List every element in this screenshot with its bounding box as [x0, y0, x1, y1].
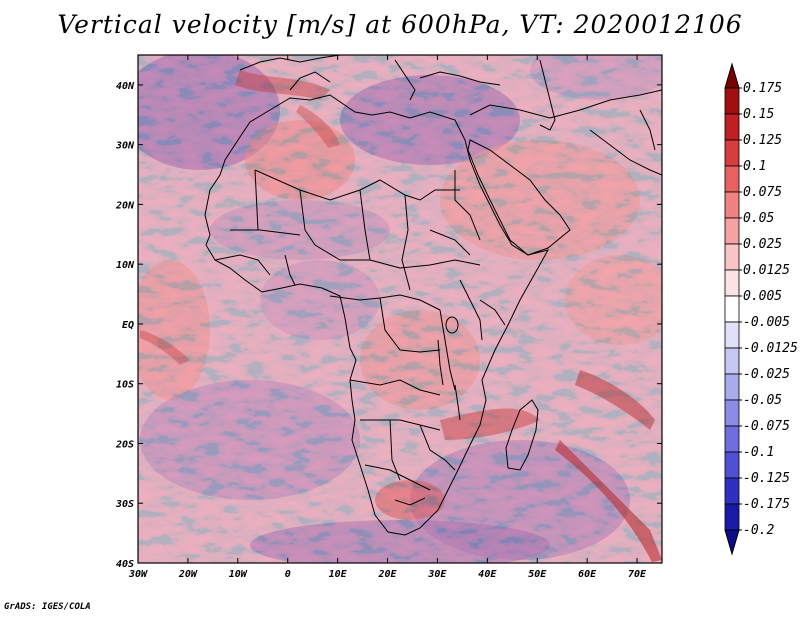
lon-tick-label: 10W [229, 569, 248, 580]
colorbar-segment [724, 269, 740, 297]
colorbar-label: -0.175 [743, 497, 790, 512]
lon-tick-label: 60E [578, 569, 597, 580]
coastlines [204, 55, 662, 536]
lon-tick-label: 20W [178, 569, 198, 580]
lon-tick-label: 30W [128, 569, 148, 580]
lat-tick-label: 40N [116, 81, 135, 92]
colorbar-segment [724, 321, 740, 349]
lat-tick-label: 30N [115, 141, 135, 152]
colorbar-segment [724, 295, 740, 323]
lon-tick-label: 70E [628, 569, 647, 580]
colorbar-segment [724, 243, 740, 271]
colorbar-label: -0.125 [743, 471, 790, 486]
colorbar-label: 0.025 [743, 237, 782, 252]
colorbar-segment [724, 425, 740, 453]
colorbar-label: 0.005 [743, 289, 782, 304]
colorbar-label: 0.075 [743, 185, 782, 200]
colorbar-segment [724, 139, 740, 167]
colorbar-segment [724, 217, 740, 245]
colorbar-segment [724, 165, 740, 193]
lon-tick-label: 0 [285, 569, 291, 580]
lon-tick-label: 40E [478, 569, 497, 580]
colorbar-max-arrow [724, 62, 740, 89]
map-frame [137, 54, 663, 564]
colorbar-segment [724, 477, 740, 505]
lat-tick-label: 20N [115, 200, 135, 211]
lat-tick-label: 20S [115, 439, 134, 450]
colorbar-label: -0.0125 [743, 341, 798, 356]
lon-tick-label: 30E [427, 569, 447, 580]
colorbar-label: -0.025 [743, 367, 790, 382]
colorbar-label: 0.0125 [743, 263, 790, 278]
colorbar-label: 0.1 [743, 159, 766, 174]
colorbar-label: -0.05 [743, 393, 782, 408]
lat-tick-label: 10S [116, 380, 134, 391]
lat-axis: 40N 30N 20N 10N EQ 10S 20S 30S 40S [115, 81, 662, 570]
velocity-field [138, 55, 662, 563]
colorbar-label: -0.2 [743, 523, 774, 538]
grads-credit: GrADS: IGES/COLA [4, 602, 91, 612]
lat-tick-label: 30S [115, 499, 134, 510]
colorbar-min-arrow [724, 529, 740, 556]
lon-tick-label: 20E [377, 569, 397, 580]
lon-tick-label: 50E [528, 569, 547, 580]
lat-tick-label: 40S [116, 559, 134, 570]
lat-tick-label: 10N [116, 260, 135, 271]
colorbar-segment [724, 87, 740, 115]
lon-tick-label: 10E [329, 569, 348, 580]
colorbar-segment [724, 113, 740, 141]
colorbar-label: -0.075 [743, 419, 790, 434]
colorbar-segment [724, 373, 740, 401]
colorbar-label: -0.005 [743, 315, 790, 330]
colorbar-label: 0.125 [743, 133, 782, 148]
chart-title: Vertical velocity [m/s] at 600hPa, VT: 2… [57, 10, 743, 39]
colorbar-label: 0.175 [743, 81, 782, 96]
colorbar-segment [724, 191, 740, 219]
colorbar-segment [724, 451, 740, 479]
colorbar-label: -0.1 [743, 445, 774, 460]
colorbar-label: 0.15 [743, 107, 774, 122]
colorbar-segment [724, 503, 740, 531]
colorbar-segment [724, 399, 740, 427]
colorbar-label: 0.05 [743, 211, 774, 226]
lon-axis: 30W 20W 10W 0 10E 20E 30E 40E 50E 60E 70E [128, 55, 647, 580]
lat-tick-label: EQ [122, 320, 134, 331]
colorbar: 0.175 0.15 0.125 0.1 0.075 0.05 0.025 0.0125 0.0… [724, 62, 798, 556]
colorbar-segment [724, 347, 740, 375]
